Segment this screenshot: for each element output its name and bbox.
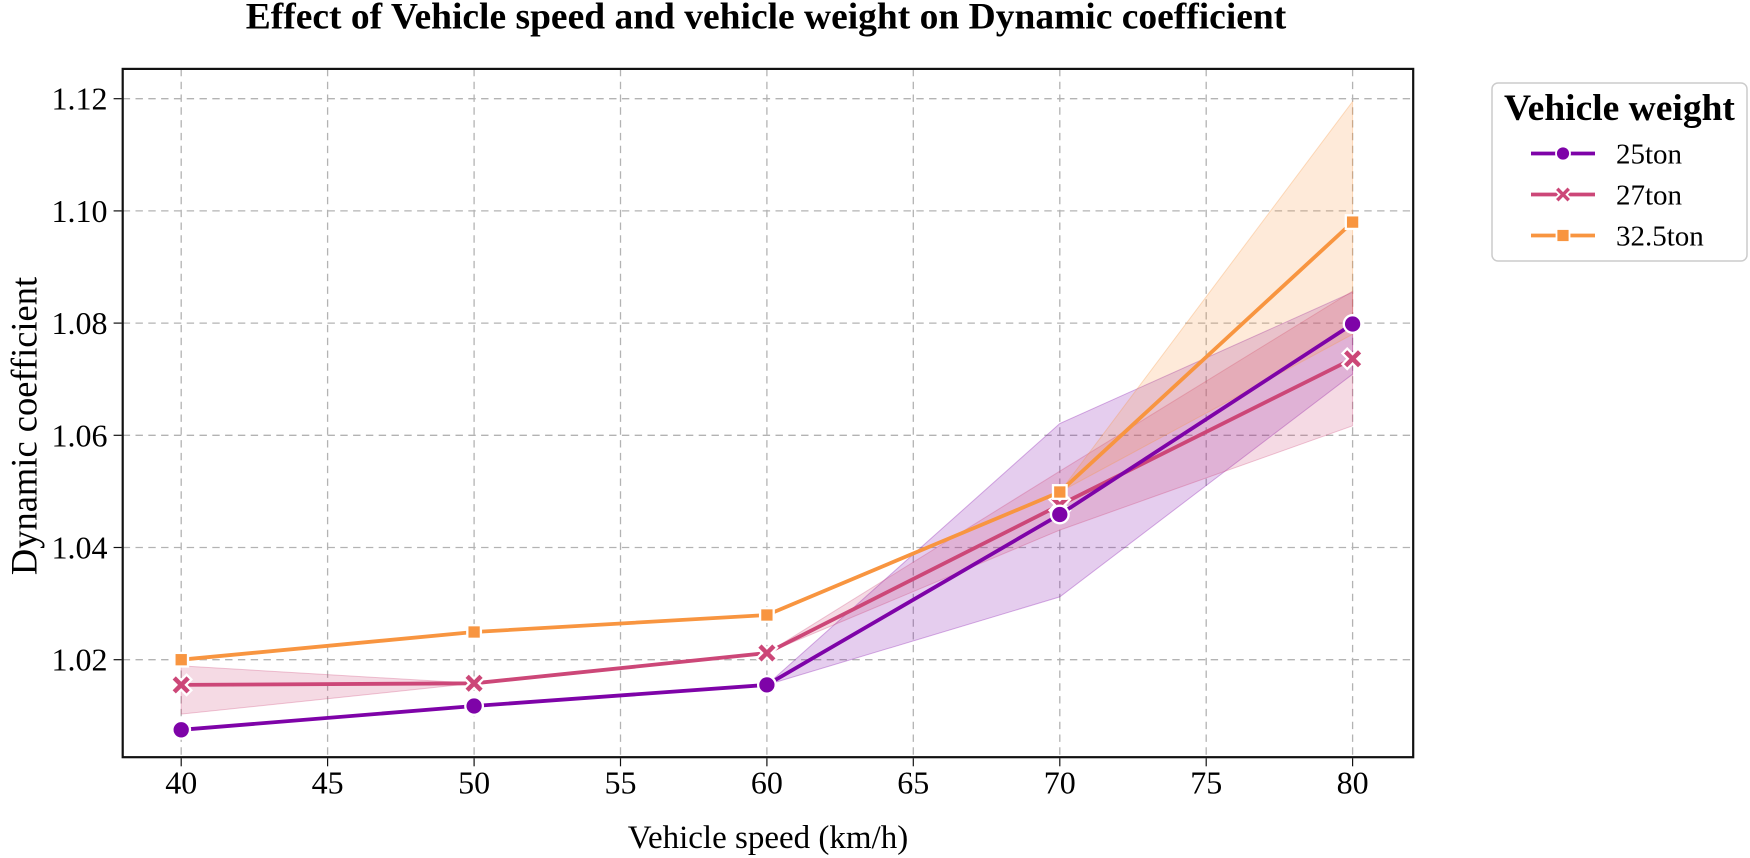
svg-text:65: 65 bbox=[897, 765, 929, 801]
svg-text:80: 80 bbox=[1337, 765, 1369, 801]
svg-text:1.12: 1.12 bbox=[52, 81, 108, 117]
svg-text:40: 40 bbox=[165, 765, 197, 801]
svg-text:Effect of Vehicle speed and ve: Effect of Vehicle speed and vehicle weig… bbox=[246, 0, 1287, 38]
svg-text:75: 75 bbox=[1190, 765, 1222, 801]
svg-text:27ton: 27ton bbox=[1616, 180, 1683, 212]
svg-text:Dynamic coefficient: Dynamic coefficient bbox=[4, 277, 45, 575]
svg-text:70: 70 bbox=[1044, 765, 1076, 801]
svg-text:50: 50 bbox=[458, 765, 490, 801]
svg-text:1.04: 1.04 bbox=[52, 530, 108, 566]
svg-text:1.02: 1.02 bbox=[52, 642, 108, 678]
svg-text:Vehicle speed (km/h): Vehicle speed (km/h) bbox=[628, 820, 908, 856]
svg-text:1.10: 1.10 bbox=[52, 193, 108, 229]
svg-text:Vehicle weight: Vehicle weight bbox=[1504, 88, 1735, 129]
svg-text:25ton: 25ton bbox=[1616, 139, 1683, 171]
svg-text:55: 55 bbox=[605, 765, 637, 801]
svg-text:45: 45 bbox=[312, 765, 344, 801]
svg-text:32.5ton: 32.5ton bbox=[1616, 221, 1704, 253]
svg-text:60: 60 bbox=[751, 765, 783, 801]
svg-text:1.08: 1.08 bbox=[52, 305, 108, 341]
svg-text:1.06: 1.06 bbox=[52, 417, 108, 453]
